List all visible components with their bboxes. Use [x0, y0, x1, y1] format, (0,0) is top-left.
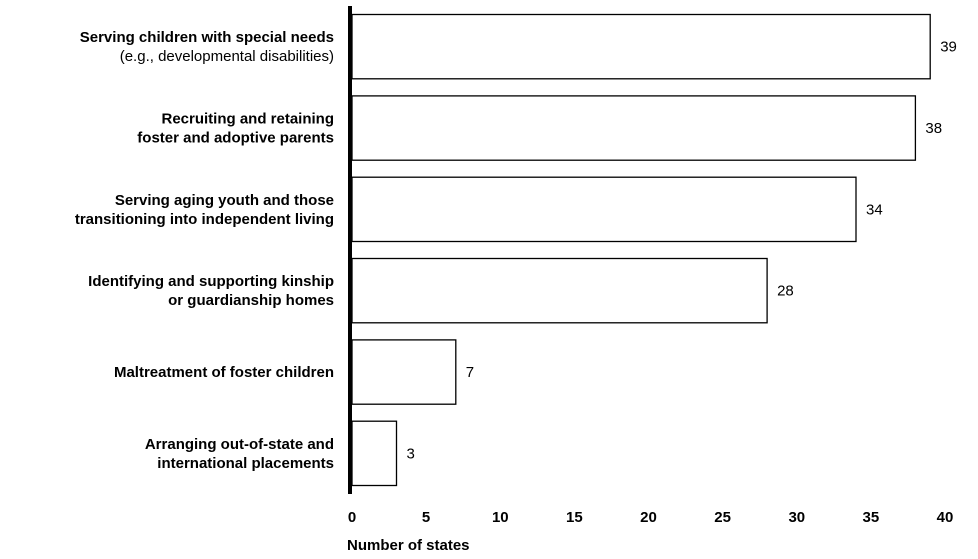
- category-label: Serving children with special needs (e.g.…: [80, 29, 334, 65]
- category-label: Recruiting and retaining foster and adopt…: [137, 111, 334, 147]
- value-label: 39: [940, 39, 957, 56]
- value-label: 3: [407, 445, 415, 462]
- x-tick-labels: 0 5 10 15 20 25 30 35 40: [348, 509, 954, 526]
- bar: [351, 257, 768, 324]
- bar: [351, 339, 457, 405]
- category-label: Identifying and supporting kinship or gua…: [88, 273, 334, 309]
- x-tick-label: 40: [937, 509, 954, 526]
- value-labels: 39 38 34 28 7 3: [407, 39, 957, 463]
- bar: [351, 176, 857, 243]
- bars: [351, 13, 931, 487]
- category-label: Serving aging youth and those transitioni…: [75, 192, 334, 228]
- x-tick-label: 25: [714, 509, 731, 526]
- category-label: Maltreatment of foster children: [114, 364, 334, 381]
- value-label: 28: [777, 283, 794, 300]
- x-axis-label: Number of states: [347, 537, 470, 554]
- category-labels: Serving children with special needs (e.g.…: [75, 29, 334, 472]
- x-tick-label: 35: [863, 509, 880, 526]
- value-label: 7: [466, 364, 474, 381]
- x-tick-label: 5: [422, 509, 430, 526]
- x-tick-label: 0: [348, 509, 356, 526]
- bar: [351, 13, 931, 80]
- x-tick-label: 10: [492, 509, 509, 526]
- x-tick-label: 20: [640, 509, 657, 526]
- bar: [351, 95, 917, 161]
- x-tick-label: 30: [788, 509, 805, 526]
- x-tick-label: 15: [566, 509, 583, 526]
- value-label: 38: [925, 120, 942, 137]
- bar: [351, 420, 398, 487]
- category-label: Arranging out-of-state and international …: [145, 436, 334, 472]
- value-label: 34: [866, 201, 883, 218]
